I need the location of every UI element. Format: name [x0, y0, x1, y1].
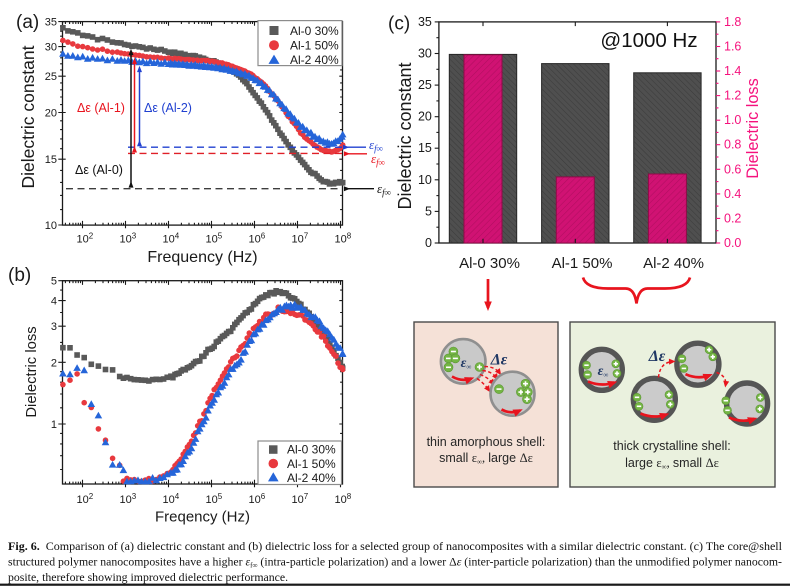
svg-text:Dielectric constant: Dielectric constant	[18, 45, 38, 188]
svg-text:Al-2 40%: Al-2 40%	[643, 255, 704, 272]
svg-text:thick crystalline shell:: thick crystalline shell:	[613, 439, 730, 453]
svg-text:15: 15	[45, 154, 57, 166]
svg-text:1.6: 1.6	[724, 40, 741, 54]
svg-text:1: 1	[51, 419, 57, 431]
svg-text:Al-2 40%: Al-2 40%	[287, 471, 336, 485]
svg-text:0.4: 0.4	[724, 187, 741, 201]
svg-text:30: 30	[418, 47, 432, 61]
svg-text:30: 30	[45, 42, 57, 54]
svg-text:Δε (Al-1): Δε (Al-1)	[77, 101, 125, 115]
svg-text:(c): (c)	[388, 14, 410, 35]
svg-text:10: 10	[418, 173, 432, 187]
svg-text:25: 25	[418, 78, 432, 92]
svg-text:Al-1 50%: Al-1 50%	[287, 457, 336, 471]
svg-text:35: 35	[45, 17, 57, 29]
svg-text:structured polymer nanocomposi: structured polymer nanocomposites have a…	[8, 555, 782, 570]
svg-text:3: 3	[51, 321, 57, 333]
svg-text:0: 0	[425, 236, 432, 250]
svg-text:ε∞: ε∞	[461, 356, 472, 371]
svg-text:0.8: 0.8	[724, 138, 741, 152]
svg-text:0.0: 0.0	[724, 236, 741, 250]
svg-text:15: 15	[418, 141, 432, 155]
svg-text:thin amorphous shell:: thin amorphous shell:	[427, 435, 546, 449]
svg-text:1.4: 1.4	[724, 64, 741, 78]
svg-text:Al-1 50%: Al-1 50%	[290, 39, 339, 53]
svg-text:4: 4	[51, 296, 57, 308]
svg-text:0.6: 0.6	[724, 162, 741, 176]
svg-text:10: 10	[45, 220, 57, 232]
svg-text:20: 20	[418, 110, 432, 124]
svg-text:(a): (a)	[16, 12, 39, 33]
svg-text:(b): (b)	[8, 265, 31, 286]
svg-text:2: 2	[51, 357, 57, 369]
svg-text:Dielectric loss: Dielectric loss	[744, 78, 762, 178]
svg-text:Dielectric loss: Dielectric loss	[24, 326, 40, 417]
svg-text:Fig. 6. Comparison of (a) die: Fig. 6. Comparison of (a) dielectric con…	[8, 539, 783, 553]
svg-text:0.2: 0.2	[724, 211, 741, 225]
svg-text:@1000 Hz: @1000 Hz	[600, 29, 697, 52]
svg-text:Al-0 30%: Al-0 30%	[290, 24, 339, 38]
svg-text:Δε (Al-2): Δε (Al-2)	[144, 101, 192, 115]
svg-text:Δε (Al-0): Δε (Al-0)	[75, 163, 123, 177]
svg-text:Al-1 50%: Al-1 50%	[552, 255, 613, 272]
svg-text:35: 35	[418, 15, 432, 29]
svg-text:25: 25	[45, 71, 57, 83]
svg-text:Al-0 30%: Al-0 30%	[459, 255, 520, 272]
svg-text:Δε: Δε	[648, 348, 666, 365]
svg-text:Freqency (Hz): Freqency (Hz)	[155, 509, 250, 526]
svg-text:Al-0 30%: Al-0 30%	[287, 443, 336, 457]
svg-text:5: 5	[425, 204, 432, 218]
svg-text:large ε∞, small Δε: large ε∞, small Δε	[625, 456, 719, 471]
svg-text:1.0: 1.0	[724, 113, 741, 127]
svg-text:posite, therefore showing impr: posite, therefore showing improved diele…	[8, 570, 288, 584]
svg-text:1.2: 1.2	[724, 89, 741, 103]
svg-text:ε∞: ε∞	[598, 364, 609, 379]
svg-text:Al-2 40%: Al-2 40%	[290, 53, 339, 67]
svg-text:20: 20	[45, 108, 57, 120]
svg-text:Frequency (Hz): Frequency (Hz)	[147, 249, 257, 266]
svg-text:small ε∞, large Δε: small ε∞, large Δε	[439, 451, 533, 466]
svg-text:1.8: 1.8	[724, 15, 741, 29]
svg-text:5: 5	[51, 276, 57, 288]
svg-text:Δε: Δε	[490, 352, 508, 369]
svg-text:Dielectric constant: Dielectric constant	[395, 62, 415, 209]
